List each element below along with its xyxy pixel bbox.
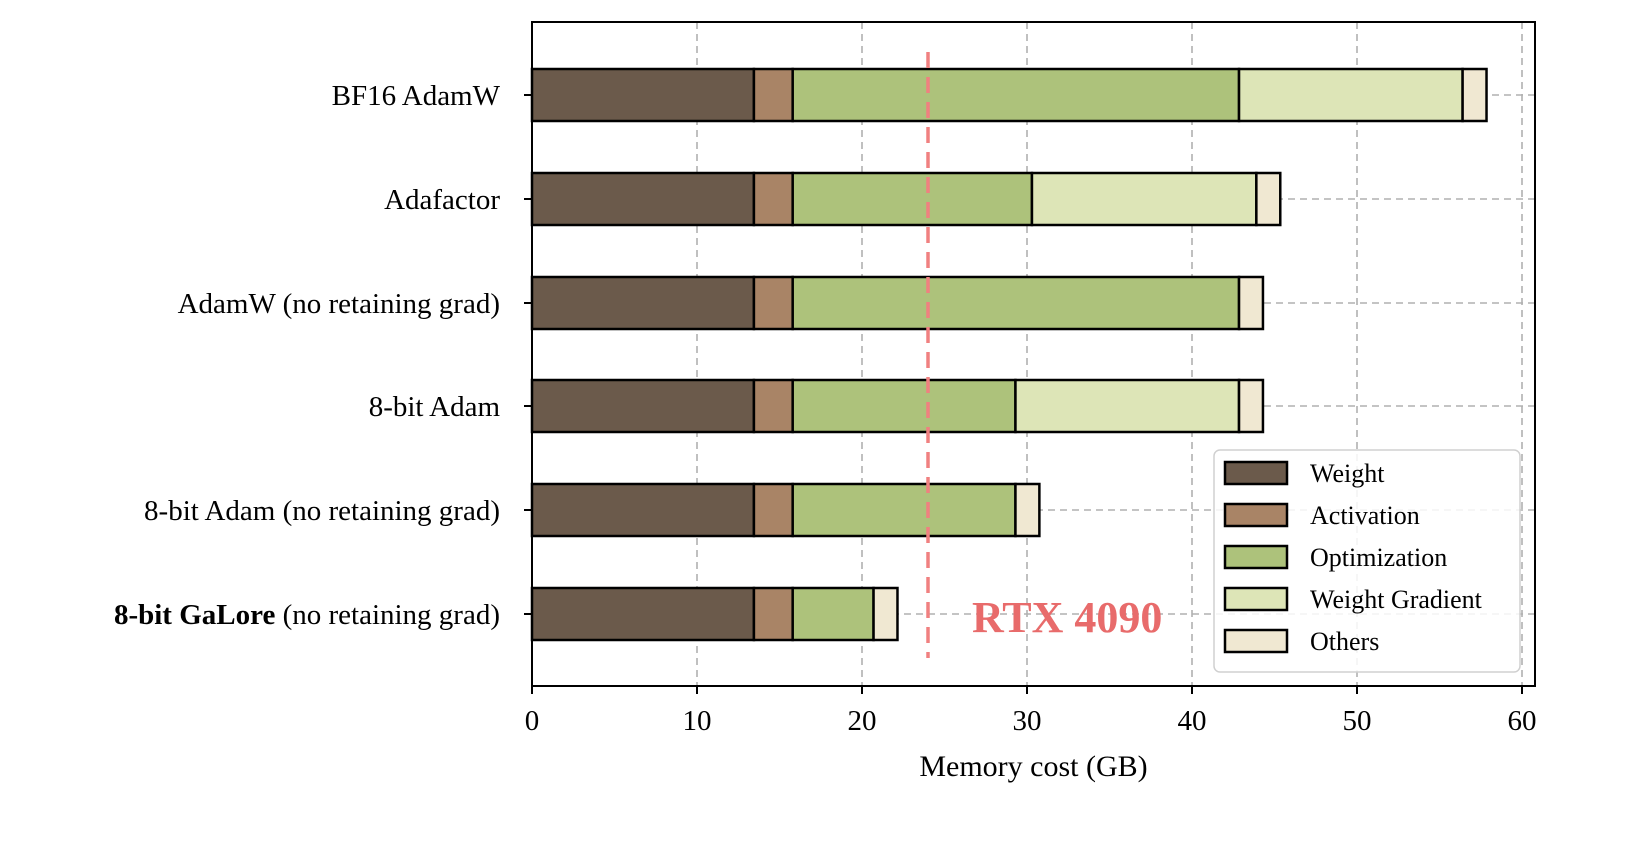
y-tick-label: Adafactor bbox=[384, 184, 500, 216]
bar-segment-optimization bbox=[791, 586, 875, 642]
y-tick-label: 8-bit Adam bbox=[369, 391, 501, 423]
bar-segment-weight bbox=[530, 482, 756, 538]
reference-line-label: RTX 4090 bbox=[972, 593, 1162, 642]
x-tick-label: 40 bbox=[1178, 705, 1207, 737]
y-tick-label: 8-bit Adam (no retaining grad) bbox=[144, 495, 500, 527]
y-tick-label: BF16 AdamW bbox=[332, 80, 501, 112]
bar-segment-others bbox=[872, 586, 899, 642]
bar-segment-weight bbox=[530, 586, 756, 642]
bar-segment-others bbox=[1255, 171, 1282, 227]
y-tick-label-text: AdamW (no retaining grad) bbox=[178, 288, 500, 320]
legend: Weight Activation Optimization Weight Gradi… bbox=[1213, 449, 1521, 673]
bar-segment-optimization bbox=[791, 275, 1241, 331]
y-tick-label-text: 8-bit Adam bbox=[369, 391, 501, 423]
x-axis-ticks: 0 10 20 30 40 50 60 bbox=[525, 686, 1537, 737]
legend-swatch bbox=[1223, 586, 1289, 612]
y-axis-ticks: BF16 AdamW Adafactor AdamW (no retaining g… bbox=[114, 80, 532, 631]
bar-segment-weight bbox=[530, 171, 756, 227]
bar-segment-others bbox=[1461, 67, 1488, 123]
legend-label: Optimization bbox=[1310, 543, 1447, 572]
legend-label: Weight Gradient bbox=[1310, 585, 1483, 614]
bar-segment-activation bbox=[752, 482, 794, 538]
y-tick-label-text: 8-bit Adam (no retaining grad) bbox=[144, 495, 500, 527]
y-tick-label: 8-bit GaLore (no retaining grad) bbox=[114, 599, 500, 631]
legend-swatch bbox=[1223, 628, 1289, 654]
x-tick-label: 50 bbox=[1343, 705, 1372, 737]
x-axis-title: Memory cost (GB) bbox=[919, 750, 1147, 783]
legend-label: Others bbox=[1310, 627, 1379, 656]
x-tick-label: 20 bbox=[848, 705, 877, 737]
bar-segment-others bbox=[1237, 378, 1265, 434]
bars bbox=[530, 67, 1488, 642]
bar-segment-activation bbox=[752, 275, 794, 331]
x-tick-label: 0 bbox=[525, 705, 540, 737]
x-tick-label: 10 bbox=[683, 705, 712, 737]
bar-segment-activation bbox=[752, 378, 794, 434]
bar-segment-others bbox=[1237, 275, 1265, 331]
bar-segment-optimization bbox=[791, 378, 1017, 434]
bar-segment-weight bbox=[530, 67, 756, 123]
y-tick-label-text: (no retaining grad) bbox=[275, 599, 500, 631]
bar-segment-activation bbox=[752, 171, 794, 227]
legend-box bbox=[1213, 449, 1521, 673]
legend-label: Activation bbox=[1310, 501, 1420, 530]
bar-segment-weight bbox=[530, 275, 756, 331]
bar-segment-weight bbox=[530, 378, 756, 434]
x-tick-label: 60 bbox=[1508, 705, 1537, 737]
bar-segment-weight-gradient bbox=[1237, 67, 1464, 123]
bar-segment-optimization bbox=[791, 67, 1241, 123]
legend-swatch bbox=[1223, 460, 1289, 486]
bar-segment-activation bbox=[752, 67, 794, 123]
bar-segment-weight-gradient bbox=[1014, 378, 1241, 434]
legend-swatch bbox=[1223, 502, 1289, 528]
bar-segment-weight-gradient bbox=[1030, 171, 1258, 227]
x-tick-label: 30 bbox=[1013, 705, 1042, 737]
y-tick-label-bold: 8-bit GaLore bbox=[114, 599, 275, 631]
y-tick-label-text: BF16 AdamW bbox=[332, 80, 501, 112]
bar-segment-optimization bbox=[791, 171, 1034, 227]
bar-segment-activation bbox=[752, 586, 794, 642]
bar-segment-others bbox=[1014, 482, 1041, 538]
plot-frame bbox=[531, 21, 1536, 687]
y-tick-label-text: Adafactor bbox=[384, 184, 500, 216]
legend-swatch bbox=[1223, 544, 1289, 570]
legend-label: Weight bbox=[1310, 459, 1385, 488]
y-tick-label: AdamW (no retaining grad) bbox=[178, 288, 500, 320]
bar-segment-optimization bbox=[791, 482, 1017, 538]
